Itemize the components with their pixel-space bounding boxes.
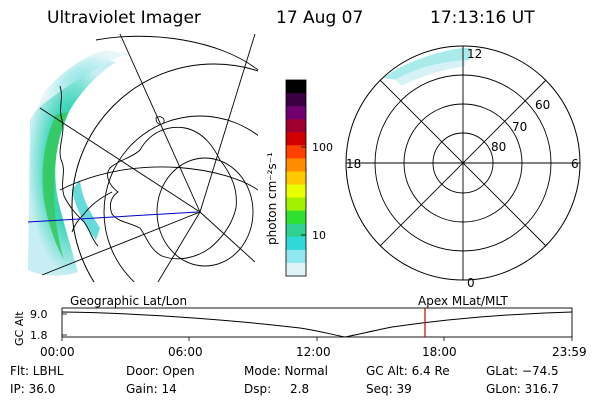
- colorbar-segment: [286, 236, 306, 251]
- polar-mlt-plot: 12 18 6 0 60 70 80: [345, 45, 581, 290]
- mlt-label-12: 12: [467, 47, 482, 61]
- colorbar-segment: [286, 93, 306, 107]
- aurora-emission: [28, 58, 116, 276]
- timeline-right-label: Apex MLat/MLT: [418, 294, 508, 308]
- lat-label-70: 70: [512, 120, 527, 134]
- meridian-line: [95, 35, 258, 71]
- meridian-line: [59, 166, 258, 191]
- timeline-xtick-label: 12:00: [296, 345, 331, 359]
- lat-label-80: 80: [491, 140, 506, 154]
- colorbar-segment: [286, 80, 306, 94]
- mlt-label-0: 0: [467, 276, 475, 290]
- geographic-map: [28, 33, 258, 282]
- colorbar-segment: [286, 145, 306, 159]
- timeline-ytick-low: 1.8: [30, 329, 48, 342]
- polar-aurora-glow: [395, 60, 465, 86]
- island-outline: [155, 116, 165, 125]
- south-america-coastline: [59, 85, 99, 247]
- glat-status: GLat: −74.5: [486, 364, 559, 378]
- colorbar-segment: [286, 184, 306, 199]
- timeline-xtick-label: 00:00: [40, 345, 75, 359]
- colorbar: [286, 80, 306, 277]
- lat-label-60: 60: [535, 98, 550, 112]
- door-status: Door: Open: [126, 364, 195, 378]
- timeline-left-label: Geographic Lat/Lon: [70, 294, 187, 308]
- colorbar-tick-10: 10: [312, 229, 326, 242]
- antarctica-coastline: [107, 126, 237, 260]
- timeline-frame: [61, 307, 573, 338]
- altitude-curve: [61, 311, 573, 338]
- polar-aurora: [383, 48, 470, 80]
- timeline-axis-label: GC Alt: [13, 311, 26, 346]
- gain-status: Gain: 14: [126, 382, 177, 396]
- colorbar-segment: [286, 197, 306, 212]
- meridian-line: [199, 33, 256, 213]
- gc-alt-status: GC Alt: 6.4 Re: [366, 364, 450, 378]
- colorbar-segment: [286, 210, 306, 225]
- meridian-line: [39, 107, 201, 213]
- timeline-xtick-label: 23:59: [552, 345, 587, 359]
- meridian-line: [157, 211, 201, 282]
- timeline-xtick-label: 06:00: [168, 345, 203, 359]
- peninsula-coastline: [71, 191, 113, 233]
- altitude-timeline: Geographic Lat/Lon Apex MLat/MLT GC Alt …: [13, 294, 587, 359]
- mode-status: Mode: Normal: [244, 364, 328, 378]
- polar-diagonal: [379, 79, 547, 247]
- aurora-core: [42, 112, 68, 260]
- date-label: 17 Aug 07: [276, 8, 364, 28]
- colorbar-segment: [286, 132, 306, 146]
- colorbar-segment: [286, 158, 306, 173]
- meridian-line: [199, 211, 256, 263]
- time-label: 17:13:16 UT: [430, 8, 535, 28]
- colorbar-segment: [286, 171, 306, 186]
- ip-status: IP: 36.0: [10, 382, 56, 396]
- mlt-label-6: 6: [571, 157, 579, 171]
- filter-status: Flt: LBHL: [10, 364, 64, 378]
- mlt-label-18: 18: [346, 157, 361, 171]
- earth-limb: [71, 63, 258, 282]
- colorbar-segment: [286, 223, 306, 238]
- dsp-status-label: Dsp:: [244, 382, 272, 396]
- colorbar-tick-100: 100: [312, 141, 333, 154]
- timeline-xtick-label: 18:00: [422, 345, 457, 359]
- meridian-line: [41, 211, 201, 276]
- colorbar-segment: [286, 106, 306, 120]
- aurora-outer-glow: [38, 50, 130, 108]
- glon-status: GLon: 316.7: [486, 382, 559, 396]
- colorbar-segment: [286, 119, 306, 133]
- aurora-cyan-edge: [72, 180, 100, 240]
- timeline-ytick-high: 9.0: [30, 308, 48, 321]
- instrument-title: Ultraviolet Imager: [47, 8, 201, 28]
- colorbar-unit: photon cm⁻²s⁻¹: [265, 152, 279, 245]
- colorbar-segment: [286, 249, 306, 264]
- colorbar-segment: [286, 262, 306, 277]
- latitude-circle: [103, 115, 258, 282]
- colorbar-frame: [285, 79, 307, 277]
- meridian-line: [119, 33, 201, 213]
- latitude-circle: [156, 157, 254, 267]
- seq-status: Seq: 39: [366, 382, 412, 396]
- dsp-status-value: 2.8: [290, 382, 310, 396]
- footpoint-track: [28, 211, 199, 223]
